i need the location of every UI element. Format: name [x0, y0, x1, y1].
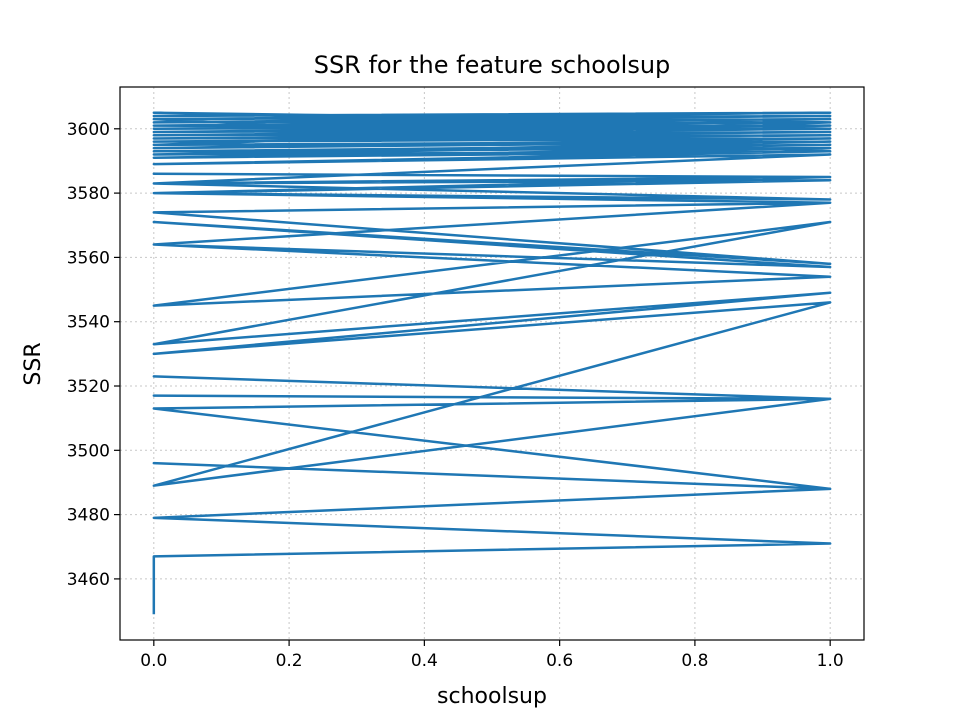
- y-tick-label: 3560: [67, 248, 110, 268]
- chart-title: SSR for the feature schoolsup: [314, 51, 671, 79]
- y-axis-label: SSR: [21, 342, 46, 385]
- y-tick-label: 3580: [67, 184, 110, 204]
- y-tick-label: 3600: [67, 120, 110, 140]
- x-axis-label: schoolsup: [437, 684, 547, 709]
- series-layer: [152, 111, 832, 615]
- y-tick-label: 3500: [67, 441, 110, 461]
- y-tick-label: 3460: [67, 570, 110, 590]
- y-tick-label: 3480: [67, 506, 110, 526]
- x-tick-label: 1.0: [817, 651, 844, 671]
- series-line: [152, 111, 832, 615]
- y-tick-label: 3540: [67, 313, 110, 333]
- y-tick-label: 3520: [67, 377, 110, 397]
- x-tick-label: 0.0: [140, 651, 167, 671]
- plot-frame: [119, 86, 865, 641]
- x-tick-label: 0.4: [411, 651, 438, 671]
- x-tick-label: 0.6: [546, 651, 573, 671]
- ticks: 0.0 0.2 0.4 0.6 0.8 1.0 3460 3480 3500 3520 3540 35…: [67, 120, 844, 671]
- x-tick-label: 0.8: [681, 651, 708, 671]
- x-tick-label: 0.2: [276, 651, 303, 671]
